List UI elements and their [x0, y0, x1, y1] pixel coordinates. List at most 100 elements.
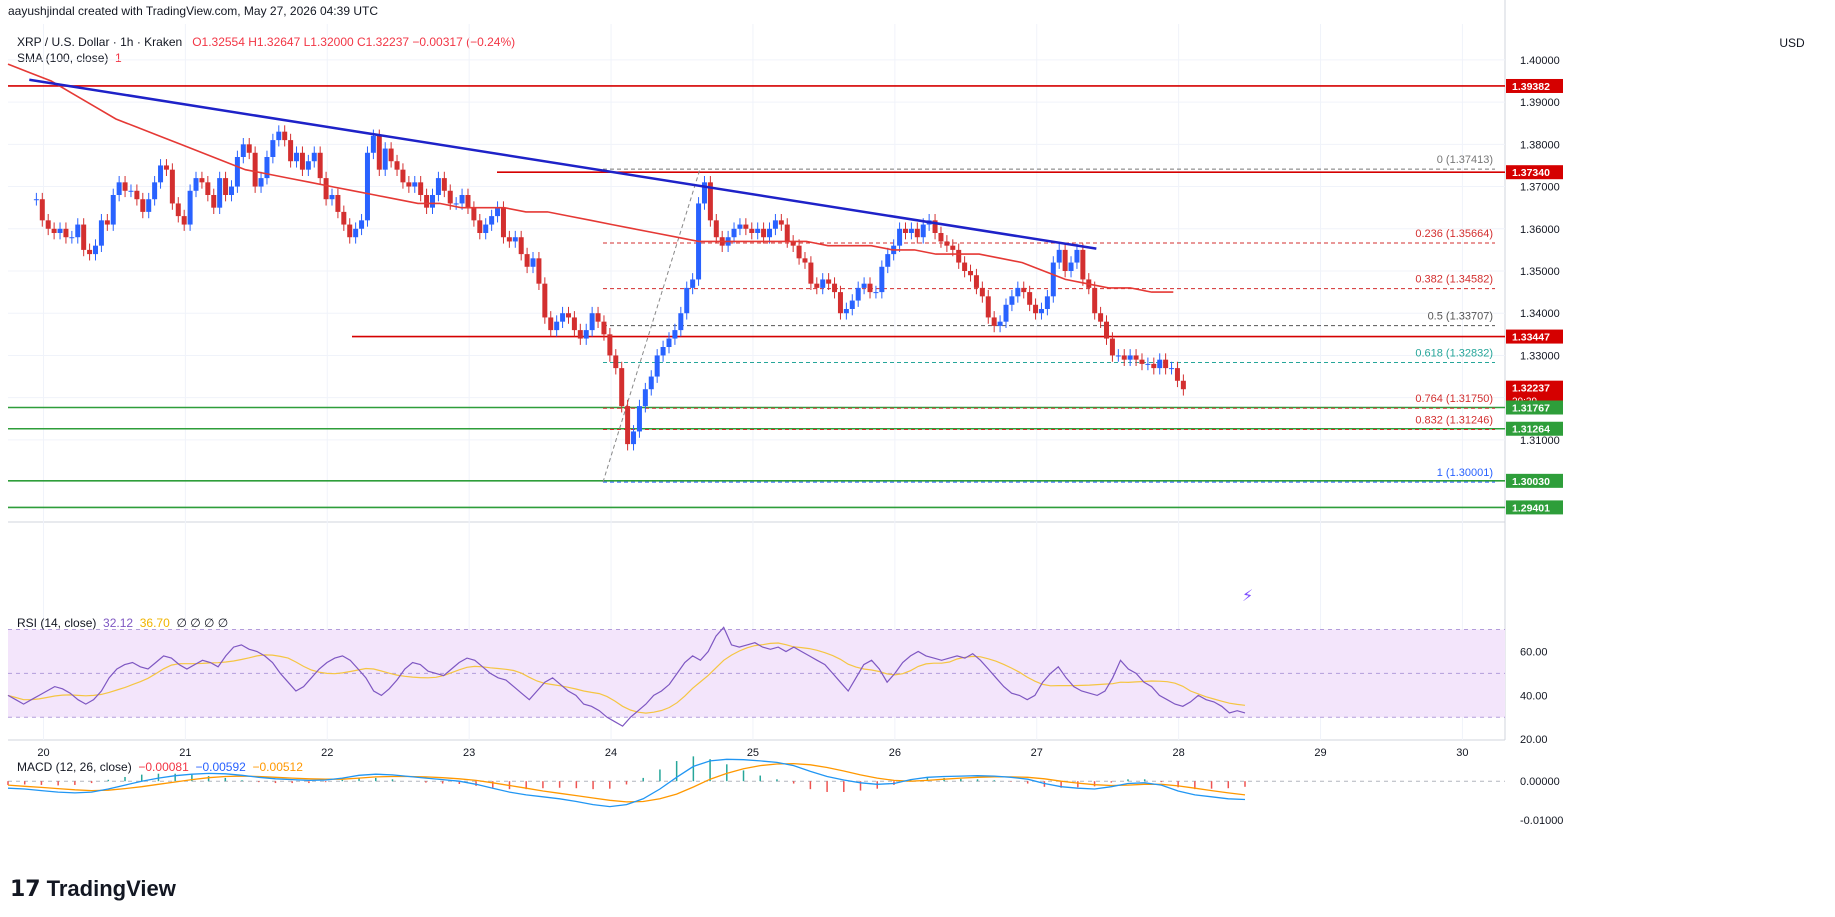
candle-body	[234, 157, 240, 187]
candle-body	[376, 135, 382, 170]
price-tag	[1506, 400, 1563, 415]
candle-body	[778, 220, 784, 225]
candle-body	[353, 228, 359, 238]
candle-body	[1121, 355, 1127, 360]
candle-body	[1015, 287, 1021, 297]
rsi-legend[interactable]: RSI (14, close) 32.12 36.70 ∅ ∅ ∅ ∅	[17, 616, 228, 630]
fib-label: 0.832 (1.31246)	[1415, 415, 1493, 427]
candle-body	[879, 266, 885, 293]
macd-signal-value: −0.00512	[252, 760, 303, 774]
candle-body	[796, 245, 802, 259]
candle-body	[483, 224, 489, 233]
candle-body	[950, 245, 956, 250]
candle-body	[63, 228, 69, 238]
candle-body	[625, 406, 631, 445]
candle-body	[902, 228, 908, 233]
candle-body	[81, 224, 87, 250]
candle-body	[335, 195, 341, 212]
candle-body	[944, 241, 950, 246]
price-tag-label: 1.30030	[1512, 476, 1550, 488]
currency-label[interactable]: USD	[1779, 36, 1805, 50]
candle-body	[731, 228, 737, 238]
candle-body	[98, 220, 104, 246]
candle-body	[962, 262, 968, 271]
candle-body	[607, 334, 613, 356]
candle-body	[477, 220, 483, 233]
rsi-label: RSI (14, close)	[17, 616, 97, 630]
x-tick-label: 29	[1314, 747, 1326, 759]
candle-body	[223, 178, 229, 195]
candle-body	[1133, 355, 1139, 360]
candle-body	[39, 199, 45, 221]
ohlc-values: O1.32554 H1.32647 L1.32000 C1.32237 −0.0…	[192, 35, 516, 49]
candle-body	[453, 203, 459, 205]
candle-body	[690, 279, 696, 288]
candle-body	[264, 157, 270, 179]
candle-body	[820, 279, 826, 288]
candle-body	[701, 182, 707, 204]
tradingview-logo-icon: 𝟭𝟳	[10, 876, 41, 901]
sma-label: SMA (100, close)	[17, 51, 109, 65]
candle-body	[465, 195, 471, 208]
candle-body	[897, 228, 903, 246]
symbol-label[interactable]: XRP / U.S. Dollar · 1h · Kraken	[17, 35, 183, 49]
rsi-extra: ∅ ∅ ∅ ∅	[176, 616, 229, 630]
candle-body	[489, 216, 495, 225]
price-tag-label: 1.32237	[1512, 383, 1550, 395]
fib-label: 0 (1.37413)	[1437, 154, 1493, 166]
fib-label: 0.618 (1.32832)	[1415, 348, 1493, 360]
x-tick-label: 26	[889, 747, 901, 759]
candle-body	[631, 431, 637, 445]
candle-body	[979, 287, 985, 297]
candle-body	[75, 224, 81, 238]
chart-canvas[interactable]: 0 (1.37413) 0.236 (1.35664) 0.382 (1.34582…	[0, 0, 1835, 870]
footer-brand[interactable]: 𝟭𝟳 TradingView	[10, 876, 176, 902]
candle-body	[228, 186, 234, 195]
candle-body	[1127, 355, 1133, 360]
price-tag	[1506, 78, 1563, 93]
fib-anchor-line	[602, 168, 701, 483]
candle-body	[93, 245, 99, 255]
y-tick-label: 1.33000	[1520, 350, 1560, 362]
rsi-line	[7, 626, 1246, 727]
candle-body	[506, 237, 512, 242]
price-axis: 1.40000 1.39000 1.38000 1.37000 1.36000 1.350…	[1506, 55, 1563, 827]
candle-body	[388, 148, 394, 162]
candle-body	[400, 169, 406, 183]
candle-body	[832, 283, 838, 293]
x-tick-label: 23	[463, 747, 475, 759]
macd-legend[interactable]: MACD (12, 26, close) −0.00081 −0.00592 −…	[17, 760, 303, 774]
candle-body	[737, 224, 743, 229]
candle-body	[128, 190, 134, 192]
fib-label: 1 (1.30001)	[1437, 467, 1493, 479]
y-tick-label: 1.36000	[1520, 224, 1560, 236]
candle-body	[246, 144, 252, 153]
macd-pane	[7, 756, 1505, 808]
candle-body	[1044, 296, 1050, 309]
candle-body	[104, 220, 110, 225]
candle-body	[359, 220, 365, 229]
candle-body	[424, 195, 430, 208]
price-tag	[1506, 500, 1563, 515]
price-tag-label: 1.39382	[1512, 81, 1550, 93]
candle-body	[370, 135, 376, 153]
rsi-value: 32.12	[103, 616, 134, 630]
candle-body	[613, 355, 619, 369]
symbol-legend: XRP / U.S. Dollar · 1h · Kraken O1.32554…	[17, 34, 515, 51]
candle-body	[997, 321, 1003, 326]
candle-body	[843, 309, 849, 314]
macd-line-value: −0.00592	[195, 760, 246, 774]
price-tag	[1506, 421, 1563, 436]
candle-body	[1157, 359, 1163, 369]
candle-body	[666, 338, 672, 347]
candle-body	[447, 190, 453, 204]
y-tick-label: 1.35000	[1520, 266, 1560, 278]
fib-label: 0.236 (1.35664)	[1415, 228, 1493, 240]
candle-body	[140, 199, 146, 212]
candle-body	[985, 296, 991, 318]
candle-body	[258, 178, 264, 187]
candle-body	[181, 216, 187, 225]
candle-body	[560, 313, 566, 322]
candle-body	[1062, 249, 1068, 271]
sma-legend[interactable]: SMA (100, close) 1	[17, 51, 122, 65]
